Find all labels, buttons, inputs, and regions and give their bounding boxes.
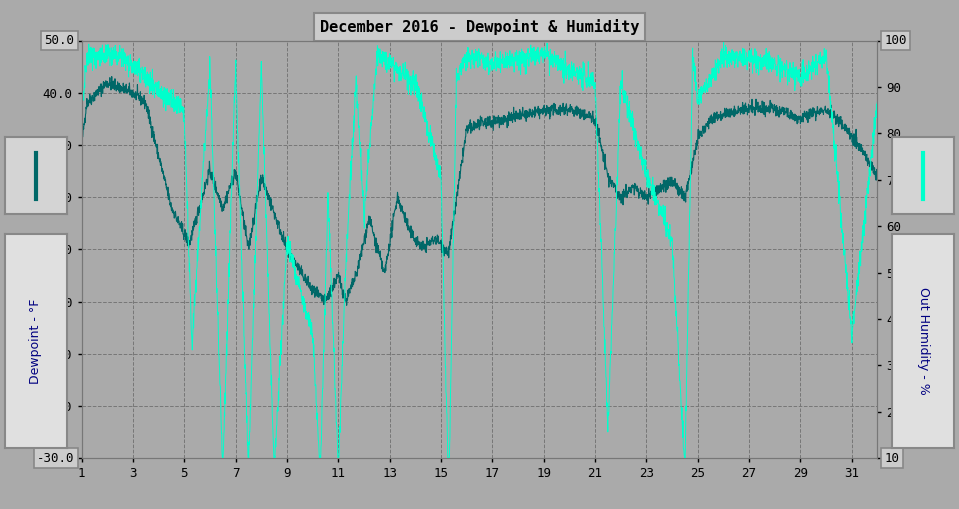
Text: -30.0: -30.0 [37, 451, 75, 465]
Text: Dewpoint - °F: Dewpoint - °F [30, 298, 42, 384]
Text: 10: 10 [884, 451, 900, 465]
Text: 100: 100 [884, 34, 907, 47]
Text: 50.0: 50.0 [44, 34, 75, 47]
Title: December 2016 - Dewpoint & Humidity: December 2016 - Dewpoint & Humidity [319, 19, 640, 36]
Text: Out Humidity - %: Out Humidity - % [917, 287, 929, 395]
